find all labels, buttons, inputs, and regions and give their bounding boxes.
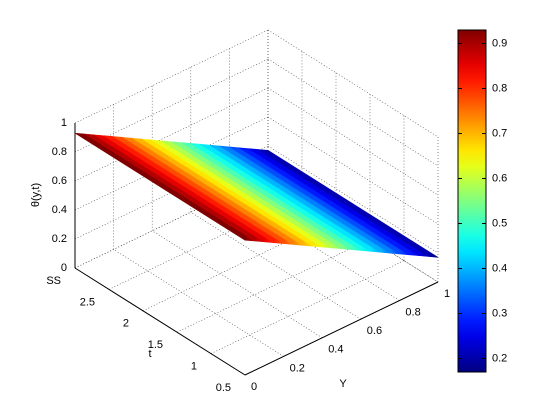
t-axis-label: t <box>148 348 151 360</box>
t-axis <box>74 267 246 376</box>
colorbar-tick-label: 0.5 <box>492 217 507 229</box>
t-tick-label: 2 <box>123 318 129 330</box>
grid-line <box>210 260 405 354</box>
colorbar-tick-label: 0.6 <box>492 172 507 184</box>
z-tick-label: 0.8 <box>52 146 67 158</box>
colorbar-tick-label: 0.7 <box>492 127 507 139</box>
y-tick-label: 1 <box>444 288 450 300</box>
grid-line <box>267 58 439 167</box>
y-axis <box>244 281 439 376</box>
colorbar-tick-label: 0.2 <box>492 352 507 364</box>
y-axis-label: Y <box>339 378 347 390</box>
t-tick-label: SS <box>46 275 61 287</box>
z-tick-label: 0.4 <box>52 204 67 216</box>
colorbar-tick-label: 0.4 <box>492 262 507 274</box>
t-tick-label: 2.5 <box>80 296 95 308</box>
grid-line <box>267 116 439 225</box>
y-tick-label: 0.4 <box>328 344 343 356</box>
z-axis-label: θ(y,t) <box>30 183 42 207</box>
grid-line <box>229 193 400 301</box>
grid-line <box>190 211 361 320</box>
grid-line <box>267 29 439 138</box>
grid-line <box>267 174 439 283</box>
t-tick-label: 0.5 <box>216 382 231 394</box>
t-tick-label: 1.5 <box>148 339 163 351</box>
y-tick-label: 0.2 <box>290 362 305 374</box>
colorbar-tick-label: 0.8 <box>492 82 507 94</box>
colorbar-tick-label: 0.9 <box>492 37 507 49</box>
grid-line <box>152 230 323 339</box>
grid-line <box>267 87 439 196</box>
y-tick-label: 0.6 <box>367 325 382 337</box>
y-tick-label: 0.8 <box>405 307 420 319</box>
grid-line <box>113 249 284 357</box>
y-tick-label: 0 <box>251 381 257 393</box>
grid-line <box>74 29 269 124</box>
z-tick-label: 0.6 <box>52 175 67 187</box>
t-tick-label: 1 <box>191 361 197 373</box>
z-tick-label: 0 <box>61 262 67 274</box>
grid-line <box>176 238 371 333</box>
grid-line <box>267 145 439 254</box>
colorbar <box>457 29 487 373</box>
z-tick-label: 1 <box>61 117 67 129</box>
colorbar-tick-label: 0.3 <box>492 307 507 319</box>
surface-patch <box>258 149 439 258</box>
z-tick-label: 0.2 <box>52 233 67 245</box>
